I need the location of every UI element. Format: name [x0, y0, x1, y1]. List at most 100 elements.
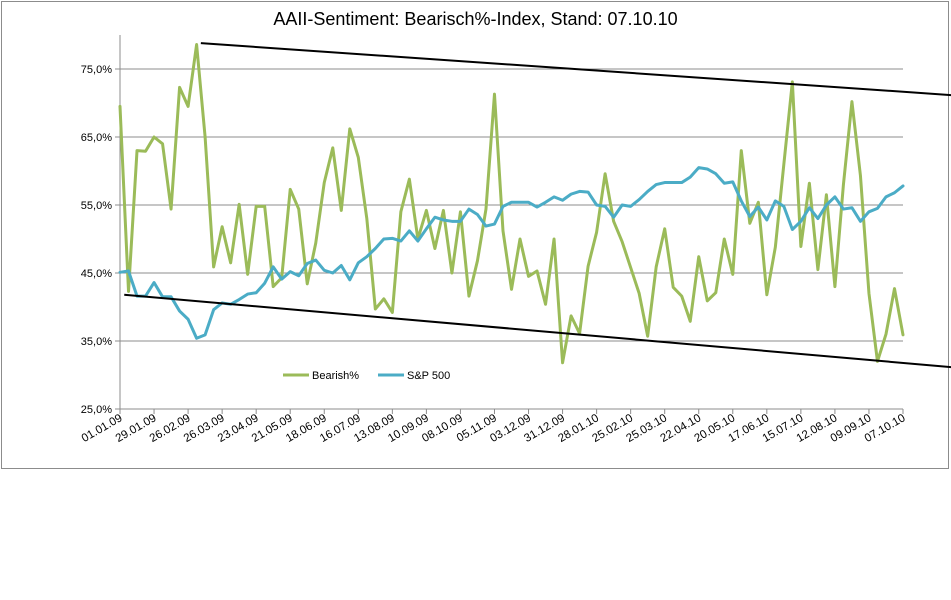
data-point-bearish — [672, 286, 674, 288]
data-point-s-p-500 — [340, 264, 342, 266]
data-point-bearish — [638, 292, 640, 294]
data-point-bearish — [485, 208, 487, 210]
data-point-bearish — [340, 209, 342, 211]
data-point-s-p-500 — [298, 275, 300, 277]
data-point-s-p-500 — [732, 181, 734, 183]
data-point-bearish — [808, 182, 810, 184]
data-point-s-p-500 — [553, 196, 555, 198]
data-point-bearish — [366, 217, 368, 219]
data-point-s-p-500 — [502, 205, 504, 207]
data-point-bearish — [119, 105, 121, 107]
data-point-bearish — [851, 100, 853, 102]
data-point-s-p-500 — [681, 181, 683, 183]
data-point-s-p-500 — [885, 196, 887, 198]
data-point-bearish — [144, 150, 146, 152]
data-point-bearish — [246, 273, 248, 275]
data-point-s-p-500 — [272, 266, 274, 268]
data-point-bearish — [774, 246, 776, 248]
data-point-bearish — [791, 81, 793, 83]
data-point-s-p-500 — [570, 193, 572, 195]
y-tick-label: 25,0% — [81, 404, 112, 416]
data-point-bearish — [664, 228, 666, 230]
data-point-s-p-500 — [451, 220, 453, 222]
data-point-s-p-500 — [749, 215, 751, 217]
data-point-s-p-500 — [723, 182, 725, 184]
data-point-bearish — [570, 315, 572, 317]
data-point-bearish — [349, 128, 351, 130]
data-point-s-p-500 — [612, 216, 614, 218]
data-point-s-p-500 — [476, 213, 478, 215]
data-point-bearish — [391, 311, 393, 313]
data-point-s-p-500 — [383, 238, 385, 240]
data-point-s-p-500 — [349, 279, 351, 281]
data-point-bearish — [272, 285, 274, 287]
data-point-s-p-500 — [604, 205, 606, 207]
y-tick-label: 35,0% — [81, 336, 112, 348]
data-point-s-p-500 — [408, 230, 410, 232]
data-point-s-p-500 — [766, 219, 768, 221]
data-point-s-p-500 — [170, 296, 172, 298]
data-point-bearish — [263, 205, 265, 207]
data-point-s-p-500 — [740, 200, 742, 202]
data-point-s-p-500 — [825, 204, 827, 206]
data-point-s-p-500 — [808, 207, 810, 209]
data-point-bearish — [561, 362, 563, 364]
data-point-s-p-500 — [595, 204, 597, 206]
data-point-bearish — [315, 242, 317, 244]
data-point-bearish — [681, 295, 683, 297]
data-point-bearish — [536, 270, 538, 272]
data-point-s-p-500 — [893, 192, 895, 194]
data-point-s-p-500 — [485, 225, 487, 227]
data-point-bearish — [434, 247, 436, 249]
data-point-bearish — [689, 320, 691, 322]
data-point-bearish — [732, 273, 734, 275]
data-point-bearish — [357, 156, 359, 158]
data-point-bearish — [332, 147, 334, 149]
series-line-s-p-500 — [118, 166, 905, 340]
data-point-bearish — [127, 290, 129, 292]
series-line-bearish — [118, 43, 905, 365]
data-point-s-p-500 — [655, 183, 657, 185]
data-point-s-p-500 — [791, 228, 793, 230]
data-point-s-p-500 — [119, 271, 121, 273]
data-point-bearish — [902, 334, 904, 336]
data-point-bearish — [783, 163, 785, 165]
data-point-bearish — [408, 178, 410, 180]
data-point-s-p-500 — [127, 270, 129, 272]
data-point-s-p-500 — [323, 269, 325, 271]
data-point-bearish — [646, 335, 648, 337]
data-point-s-p-500 — [195, 337, 197, 339]
data-point-s-p-500 — [536, 206, 538, 208]
data-point-bearish — [527, 275, 529, 277]
data-point-bearish — [604, 173, 606, 175]
data-point-s-p-500 — [187, 318, 189, 320]
data-point-s-p-500 — [417, 240, 419, 242]
data-point-bearish — [595, 231, 597, 233]
data-point-bearish — [817, 268, 819, 270]
data-point-s-p-500 — [281, 278, 283, 280]
data-point-bearish — [170, 208, 172, 210]
data-point-s-p-500 — [621, 204, 623, 206]
data-point-s-p-500 — [332, 272, 334, 274]
data-point-s-p-500 — [263, 282, 265, 284]
data-point-s-p-500 — [204, 334, 206, 336]
data-point-s-p-500 — [868, 211, 870, 213]
data-point-s-p-500 — [544, 201, 546, 203]
data-point-s-p-500 — [212, 309, 214, 311]
data-point-bearish — [212, 266, 214, 268]
data-point-s-p-500 — [842, 208, 844, 210]
data-point-s-p-500 — [357, 262, 359, 264]
data-point-bearish — [451, 272, 453, 274]
chart-title: AAII-Sentiment: Bearisch%-Index, Stand: … — [273, 9, 678, 29]
y-tick-label: 65,0% — [81, 132, 112, 144]
data-point-bearish — [442, 209, 444, 211]
data-point-bearish — [715, 292, 717, 294]
data-point-bearish — [195, 43, 197, 45]
data-point-s-p-500 — [306, 262, 308, 264]
data-point-s-p-500 — [783, 205, 785, 207]
data-point-s-p-500 — [510, 201, 512, 203]
data-point-bearish — [825, 194, 827, 196]
data-point-bearish — [612, 220, 614, 222]
data-point-bearish — [544, 303, 546, 305]
data-point-s-p-500 — [178, 310, 180, 312]
